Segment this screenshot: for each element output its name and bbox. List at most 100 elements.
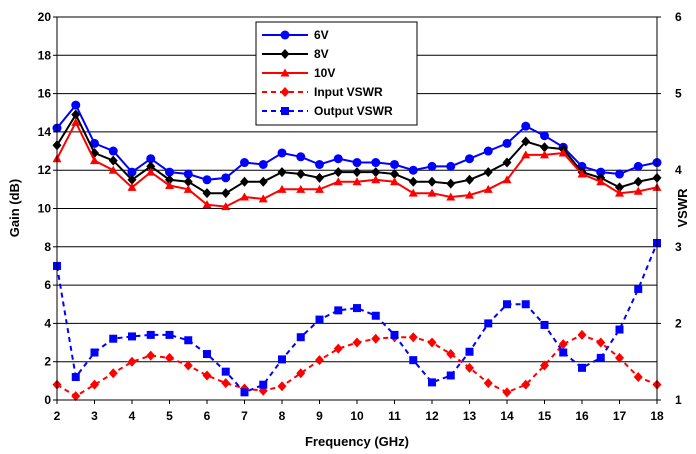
- data-point-input-vswr: [633, 372, 643, 383]
- data-point-10v: [615, 188, 624, 197]
- data-point-8v: [127, 174, 137, 185]
- x-tick-label: 14: [500, 409, 514, 423]
- data-point-10v: [352, 177, 362, 186]
- legend-label-8v: 8V: [314, 47, 329, 61]
- data-point-output-vswr: [353, 304, 361, 313]
- y2-tick-label: 6: [675, 10, 682, 24]
- data-point-8v: [465, 174, 474, 185]
- legend-label-10v: 10V: [314, 66, 335, 80]
- legend-label-input-vswr: Input VSWR: [314, 85, 383, 99]
- x-tick-label: 18: [650, 409, 664, 423]
- data-point-8v: [71, 109, 81, 120]
- series-output-vswr: [53, 238, 661, 397]
- data-point-10v: [540, 150, 549, 159]
- data-point-10v: [408, 188, 418, 197]
- data-point-8v: [240, 176, 249, 187]
- data-point-8v: [165, 174, 174, 185]
- data-point-input-vswr: [221, 378, 231, 389]
- data-point-output-vswr: [240, 388, 249, 397]
- data-point-6v: [596, 167, 606, 177]
- x-tick-label: 16: [575, 409, 589, 423]
- data-point-output-vswr: [165, 330, 174, 339]
- data-point-input-vswr: [333, 343, 343, 354]
- data-point-10v: [577, 169, 587, 178]
- data-point-input-vswr: [615, 352, 624, 363]
- data-point-10v: [633, 186, 643, 195]
- data-point-10v: [596, 177, 606, 186]
- data-point-input-vswr: [202, 370, 212, 381]
- data-point-input-vswr: [558, 339, 568, 350]
- data-point-10v: [558, 148, 568, 157]
- data-point-input-vswr: [90, 379, 99, 390]
- data-point-6v: [521, 121, 531, 131]
- x-tick-label: 3: [91, 409, 98, 423]
- y2-tick-label: 5: [675, 87, 682, 101]
- data-point-output-vswr: [521, 300, 530, 309]
- data-point-10v: [427, 188, 437, 197]
- data-point-input-vswr: [352, 337, 362, 348]
- series-line-output-vswr: [56, 242, 658, 394]
- legend-swatch-marker-6v: [280, 30, 290, 40]
- y-tick-label: 6: [44, 278, 51, 292]
- data-point-output-vswr: [428, 378, 436, 387]
- data-point-8v: [408, 176, 418, 187]
- data-point-8v: [315, 172, 324, 183]
- data-point-input-vswr: [277, 381, 287, 392]
- series-layer: [52, 100, 662, 402]
- data-point-input-vswr: [521, 379, 531, 390]
- data-point-input-vswr: [108, 368, 118, 379]
- legend-swatch-marker-10v: [280, 68, 290, 77]
- data-point-6v: [465, 154, 474, 164]
- data-point-6v: [427, 161, 437, 171]
- data-point-6v: [390, 159, 399, 169]
- data-point-6v: [315, 159, 324, 169]
- series-10v: [52, 117, 662, 211]
- y-tick-label: 10: [38, 202, 52, 216]
- data-point-output-vswr: [296, 333, 305, 342]
- data-point-8v: [502, 157, 512, 168]
- x-tick-label: 7: [241, 409, 248, 423]
- legend-label-output-vswr: Output VSWR: [314, 104, 393, 118]
- x-tick-label: 2: [54, 409, 61, 423]
- data-point-output-vswr: [615, 325, 624, 334]
- data-point-6v: [71, 100, 81, 110]
- series-8v: [52, 109, 662, 199]
- data-point-8v: [352, 167, 362, 178]
- data-point-10v: [183, 184, 193, 193]
- data-point-6v: [371, 158, 381, 168]
- data-point-output-vswr: [465, 347, 474, 356]
- data-point-input-vswr: [465, 362, 474, 373]
- data-point-output-vswr: [578, 363, 586, 372]
- data-point-input-vswr: [540, 360, 549, 371]
- data-point-10v: [333, 177, 343, 186]
- data-point-8v: [521, 136, 531, 147]
- data-point-8v: [483, 167, 493, 178]
- x-tick-label: 17: [613, 409, 627, 423]
- data-point-6v: [108, 146, 118, 156]
- data-point-input-vswr: [146, 350, 156, 361]
- data-point-output-vswr: [334, 306, 343, 315]
- x-tick-label: 15: [538, 409, 552, 423]
- y2-tick-label: 3: [675, 240, 682, 254]
- data-point-10v: [371, 175, 381, 184]
- data-point-input-vswr: [427, 337, 437, 348]
- data-point-input-vswr: [315, 355, 324, 366]
- data-point-output-vswr: [409, 356, 418, 365]
- data-point-10v: [446, 192, 456, 201]
- x-tick-label: 6: [204, 409, 211, 423]
- x-axis-title: Frequency (GHz): [305, 434, 409, 449]
- data-point-10v: [127, 182, 137, 191]
- data-point-8v: [202, 188, 212, 199]
- series-input-vswr: [52, 329, 662, 402]
- data-point-output-vswr: [146, 330, 155, 339]
- y2-axis-title: VSWR: [675, 188, 690, 228]
- y2-tick-label: 2: [675, 316, 682, 330]
- data-point-6v: [277, 148, 287, 158]
- data-point-input-vswr: [183, 360, 193, 371]
- data-point-8v: [540, 142, 549, 153]
- data-point-input-vswr: [408, 332, 418, 343]
- data-point-output-vswr: [540, 320, 549, 329]
- data-point-10v: [521, 150, 531, 159]
- x-tick-label: 13: [463, 409, 477, 423]
- data-point-6v: [540, 131, 549, 141]
